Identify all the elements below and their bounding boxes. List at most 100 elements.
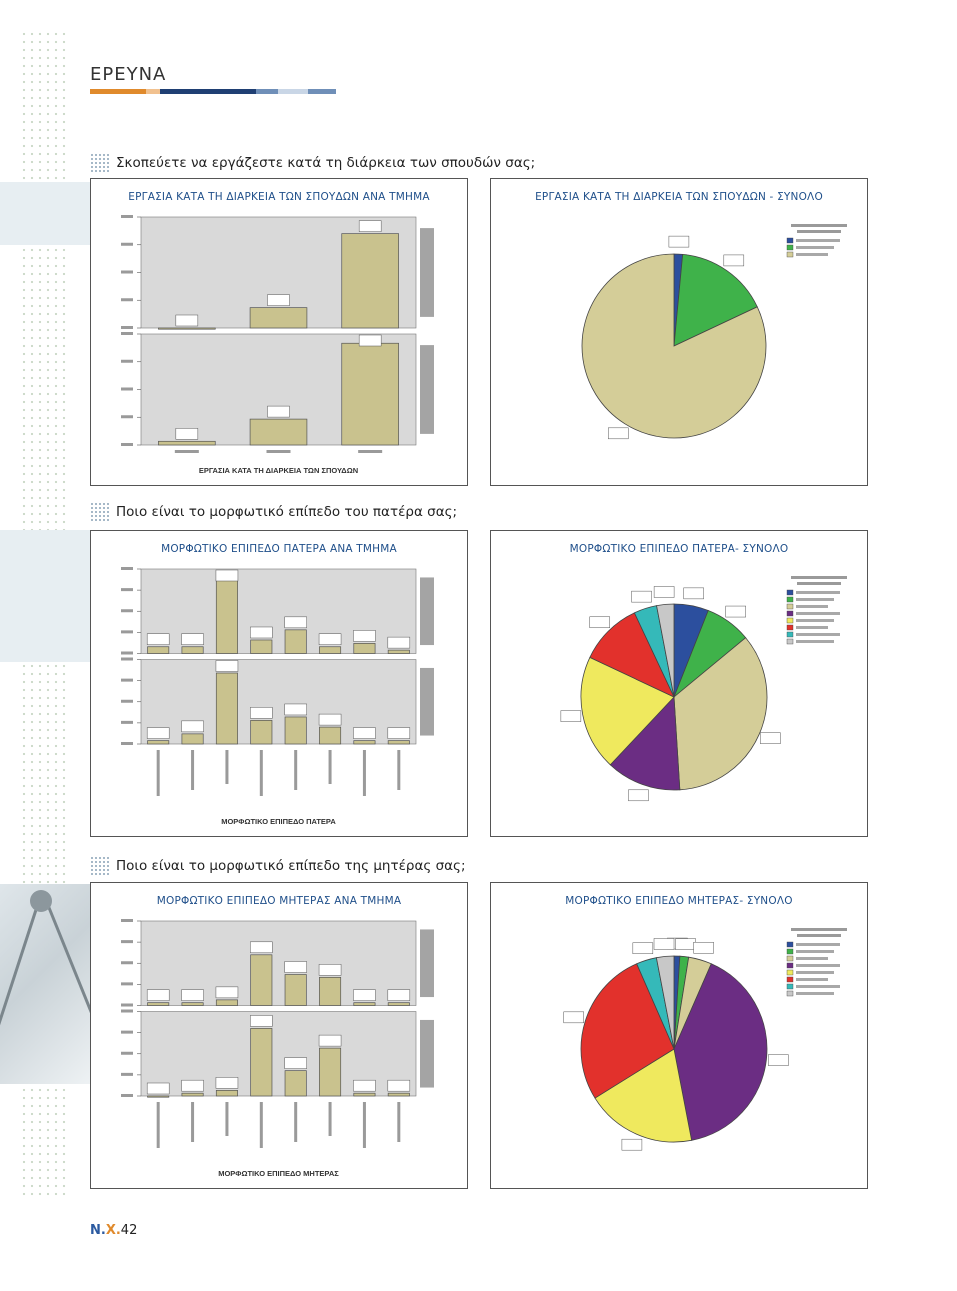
x-axis-label: ΜΟΡΦΩΤΙΚΟ ΕΠΙΠΕΔΟ ΠΑΤΕΡΑ xyxy=(221,817,336,826)
bar-value-label xyxy=(353,630,376,642)
legend-entry xyxy=(796,957,828,960)
facet-strip-label xyxy=(420,577,434,646)
y-tick-label xyxy=(121,588,133,592)
y-tick-label xyxy=(121,1072,133,1076)
bar xyxy=(215,1090,238,1097)
chart-title: ΕΡΓΑΣΙΑ ΚΑΤΑ ΤΗ ΔΙΑΡΚΕΙΑ ΤΩΝ ΣΠΟΥΔΩΝ ΑΝΑ… xyxy=(128,191,430,203)
slice-value-label xyxy=(628,789,649,802)
decorative-band xyxy=(0,530,90,662)
chart-panel-work-total: ΕΡΓΑΣΙΑ ΚΑΤΑ ΤΗ ΔΙΑΡΚΕΙΑ ΤΩΝ ΣΠΟΥΔΩΝ - Σ… xyxy=(490,178,868,486)
bar xyxy=(341,233,399,329)
legend-entry xyxy=(796,239,840,242)
slice-value-label xyxy=(563,1011,584,1024)
chart-panel-mother-by-department: ΜΟΡΦΩΤΙΚΟ ΕΠΙΠΕΔΟ ΜΗΤΕΡΑΣ ΑΝΑ ΤΜΗΜΑ ΜΟΡΦ… xyxy=(90,882,468,1189)
bar-value-label xyxy=(215,986,239,999)
bar-value-label xyxy=(215,569,239,582)
y-tick-label xyxy=(121,657,133,661)
chart-panel-father-total: ΜΟΡΦΩΤΙΚΟ ΕΠΙΠΕΔΟ ΠΑΤΕΡΑ- ΣΥΝΟΛΟ xyxy=(490,530,868,837)
bar-value-label xyxy=(175,428,199,440)
legend-entry xyxy=(796,605,828,608)
y-tick-label xyxy=(121,387,133,391)
pie-slice xyxy=(594,1048,693,1143)
legend-swatch xyxy=(786,941,794,948)
legend-swatch xyxy=(786,589,794,596)
y-tick-label xyxy=(121,609,133,613)
bar-value-label xyxy=(267,405,290,418)
y-tick-label xyxy=(121,270,133,274)
compass-hinge xyxy=(30,890,52,912)
bar-chart: ΕΡΓΑΣΙΑ ΚΑΤΑ ΤΗ ΔΙΑΡΚΕΙΑ ΤΩΝ ΣΠΟΥΔΩΝ xyxy=(121,215,434,475)
slice-value-label xyxy=(668,235,690,248)
y-tick-label xyxy=(121,940,133,944)
bar-value-label xyxy=(284,616,307,629)
pie-slice xyxy=(581,253,767,439)
slice-value-label xyxy=(653,586,675,598)
legend-entry xyxy=(796,640,834,643)
bar xyxy=(353,1002,376,1006)
legend-entry xyxy=(796,971,834,974)
y-tick-label xyxy=(121,415,133,419)
y-tick-label xyxy=(121,359,133,363)
bar xyxy=(284,974,307,1006)
bar-value-label xyxy=(318,713,342,726)
bar-value-label xyxy=(146,633,170,645)
legend-entry xyxy=(796,985,840,988)
bar xyxy=(284,1070,307,1097)
legend-swatch xyxy=(786,631,794,638)
pie-slice xyxy=(673,253,758,347)
bar-value-label xyxy=(250,626,273,639)
chart-title: ΜΟΡΦΩΤΙΚΟ ΕΠΙΠΕΔΟ ΠΑΤΕΡΑ ΑΝΑ ΤΜΗΜΑ xyxy=(161,543,397,555)
slice-value-label xyxy=(608,427,629,440)
compass-photo xyxy=(0,884,104,1084)
x-tick-label xyxy=(225,1102,229,1136)
legend-title xyxy=(791,576,847,579)
slice-value-label xyxy=(683,587,704,600)
x-tick-label xyxy=(259,1102,263,1148)
legend-swatch xyxy=(786,969,794,976)
legend-swatch xyxy=(786,638,794,645)
page-number-mid: Χ. xyxy=(105,1223,121,1238)
y-tick-label xyxy=(121,961,133,965)
y-tick-label xyxy=(121,443,133,446)
x-tick-label xyxy=(156,750,160,796)
x-tick-label xyxy=(294,1102,298,1142)
stripe-segment xyxy=(146,89,160,94)
y-tick-label xyxy=(121,332,133,335)
bar xyxy=(319,646,342,654)
bar xyxy=(353,740,376,745)
bar-value-label xyxy=(215,1077,239,1089)
bar xyxy=(215,672,238,745)
legend-swatch xyxy=(786,955,794,962)
section-label: ΕΡΕΥΝΑ xyxy=(90,64,167,85)
bar-value-label xyxy=(181,720,204,733)
decorative-band xyxy=(0,182,90,245)
x-tick-label xyxy=(259,750,263,796)
legend-title xyxy=(791,928,847,931)
bar-value-label xyxy=(181,1079,204,1092)
bar-value-label xyxy=(250,1015,273,1027)
bar-value-label xyxy=(387,636,411,649)
bar-value-label xyxy=(387,989,411,1001)
legend-title xyxy=(797,582,841,585)
y-tick-label xyxy=(121,630,133,634)
y-tick-label xyxy=(121,919,133,922)
bar xyxy=(250,719,273,745)
legend-entry xyxy=(796,943,840,946)
legend-title xyxy=(797,230,841,233)
question-2: Ποιο είναι το μορφωτικό επίπεδο του πατέ… xyxy=(90,502,457,522)
chart-title: ΜΟΡΦΩΤΙΚΟ ΕΠΙΠΕΔΟ ΜΗΤΕΡΑΣ ΑΝΑ ΤΜΗΜΑ xyxy=(156,895,402,907)
y-tick-label xyxy=(121,567,133,570)
bar-value-label xyxy=(181,989,204,1001)
legend-title xyxy=(791,224,847,227)
legend-entry xyxy=(796,626,828,629)
bar-value-label xyxy=(318,633,342,645)
stripe-segment xyxy=(90,89,146,94)
y-tick-label xyxy=(121,1030,133,1034)
slice-value-label xyxy=(693,942,714,954)
x-tick-label xyxy=(225,750,229,784)
question-text: Σκοπεύετε να εργάζεστε κατά τη διάρκεια … xyxy=(116,155,536,171)
bar xyxy=(387,1092,410,1097)
bar-value-label xyxy=(353,989,376,1001)
legend-entry xyxy=(796,612,840,615)
facet-strip-label xyxy=(420,667,434,736)
